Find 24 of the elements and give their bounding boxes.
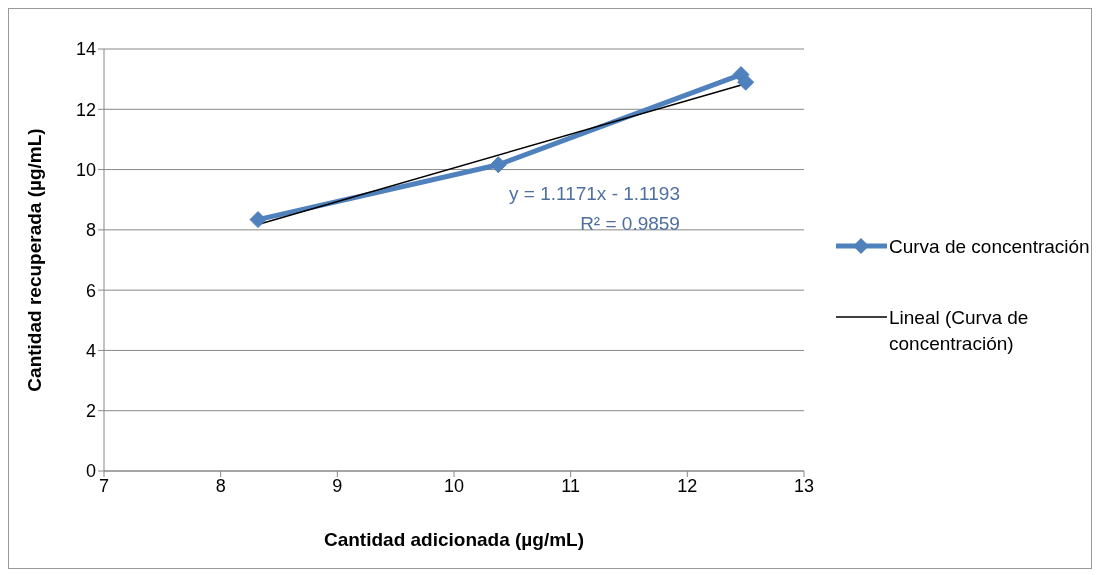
legend-label: Lineal (Curva de concentración) bbox=[889, 306, 1030, 356]
y-tick-label: 2 bbox=[85, 401, 96, 422]
y-tick-label: 6 bbox=[85, 280, 96, 301]
x-tick-label: 8 bbox=[215, 475, 226, 496]
y-tick-label: 14 bbox=[75, 39, 96, 60]
x-tick-label: 9 bbox=[332, 475, 343, 496]
point bbox=[737, 73, 755, 91]
y-tick-label: 10 bbox=[75, 159, 96, 180]
x-tick-label: 12 bbox=[677, 475, 698, 496]
x-tick-label: 7 bbox=[98, 475, 110, 496]
y-tick-label: 12 bbox=[75, 99, 96, 120]
legend-label: Curva de concentración bbox=[889, 235, 1090, 259]
y-tick-label: 4 bbox=[85, 340, 96, 361]
y-axis-title: Cantidad recuperada (µg/mL) bbox=[23, 128, 45, 392]
annotation: y = 1.1171x - 1.1193 bbox=[509, 182, 680, 206]
x-tick-label: 10 bbox=[443, 475, 465, 496]
x-axis-title: Cantidad adicionada (µg/mL) bbox=[323, 529, 585, 550]
x-tick-label: 11 bbox=[561, 475, 581, 496]
point bbox=[489, 156, 507, 174]
x-tick-label: 13 bbox=[793, 475, 815, 496]
annotation: R² = 0.9859 bbox=[579, 212, 680, 236]
y-tick-label: 8 bbox=[85, 220, 96, 241]
y-tick-label: 0 bbox=[85, 461, 96, 482]
point bbox=[249, 211, 267, 229]
